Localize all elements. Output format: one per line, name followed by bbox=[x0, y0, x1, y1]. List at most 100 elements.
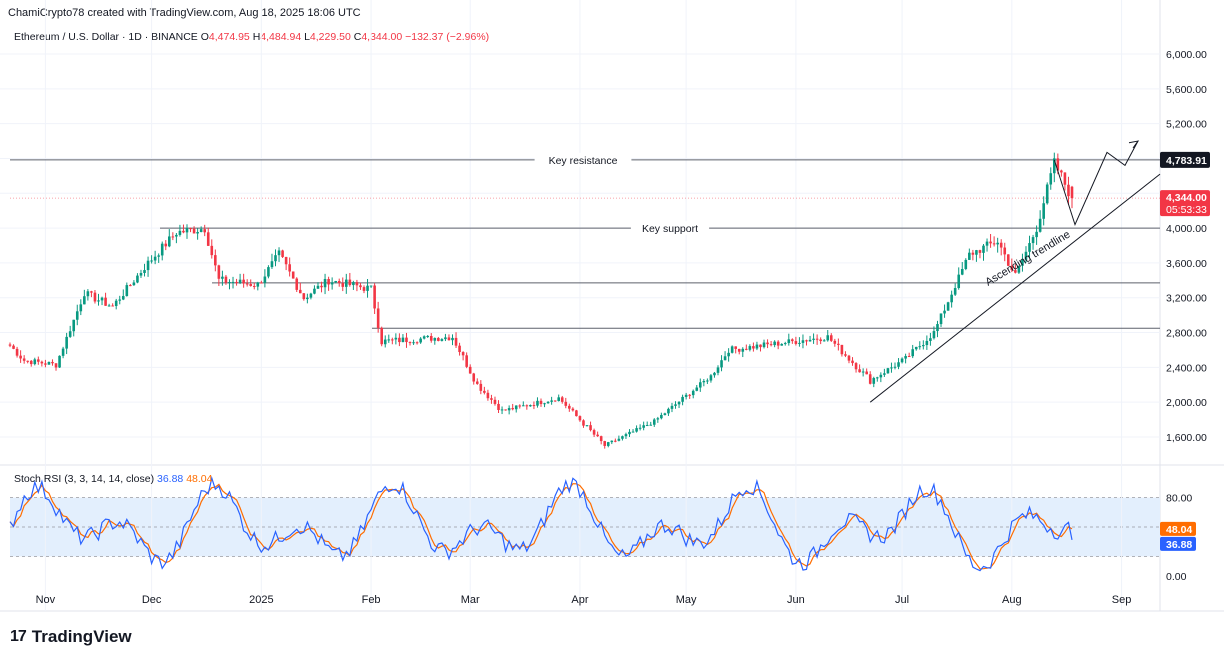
candle-body bbox=[235, 281, 238, 283]
candle-body bbox=[557, 397, 560, 401]
price-axis-label: 3,600.00 bbox=[1166, 258, 1207, 270]
candle-body bbox=[408, 342, 412, 344]
candle-body bbox=[876, 377, 879, 379]
candle-body bbox=[819, 339, 822, 342]
candle-body bbox=[992, 243, 996, 245]
candle-body bbox=[121, 296, 125, 300]
candle-body bbox=[737, 348, 741, 352]
candle-body bbox=[957, 274, 961, 289]
candle-body bbox=[320, 285, 323, 288]
candle-body bbox=[214, 255, 217, 266]
candle-body bbox=[783, 343, 787, 345]
candle-body bbox=[37, 359, 40, 362]
candle-body bbox=[865, 371, 868, 375]
candle-body bbox=[925, 340, 929, 346]
candle-body bbox=[539, 400, 543, 404]
candle-body bbox=[1035, 231, 1038, 238]
candle-body bbox=[475, 381, 479, 384]
candle-body bbox=[1003, 247, 1007, 255]
stoch-d-value: 48.04 bbox=[186, 473, 213, 485]
candle-body bbox=[313, 288, 316, 294]
candle-body bbox=[837, 343, 840, 345]
candle-body bbox=[610, 440, 614, 443]
candle-body bbox=[649, 424, 653, 426]
candle-body bbox=[1017, 265, 1021, 273]
candle-body bbox=[787, 339, 791, 344]
tradingview-logo: 17 TradingView bbox=[10, 627, 132, 647]
candle-body bbox=[419, 338, 422, 343]
candle-body bbox=[26, 360, 29, 362]
candle-body bbox=[840, 344, 844, 355]
tradingview-brand-name: TradingView bbox=[31, 627, 132, 646]
stoch-axis-label: 80.00 bbox=[1166, 493, 1192, 505]
candle-body bbox=[260, 282, 263, 284]
candle-body bbox=[153, 256, 157, 261]
candle-body bbox=[688, 394, 691, 396]
candle-body bbox=[139, 272, 143, 276]
candle-body bbox=[345, 279, 348, 287]
candle-body bbox=[670, 405, 674, 409]
candle-body bbox=[252, 285, 256, 287]
candle-body bbox=[401, 337, 405, 343]
candle-body bbox=[833, 340, 837, 344]
stoch-band bbox=[10, 497, 1160, 557]
candle-body bbox=[929, 338, 932, 341]
candle-body bbox=[918, 346, 922, 348]
key-level-label-bg bbox=[630, 221, 710, 236]
candle-body bbox=[989, 241, 992, 244]
candle-body bbox=[568, 405, 571, 409]
candle-body bbox=[65, 336, 68, 349]
candle-body bbox=[461, 352, 465, 356]
candle-body bbox=[638, 427, 642, 429]
candle-body bbox=[118, 299, 122, 301]
candle-body bbox=[284, 256, 288, 265]
candle-body bbox=[245, 283, 249, 285]
price-axis-label: 2,400.00 bbox=[1166, 362, 1207, 374]
candle-body bbox=[621, 436, 624, 439]
candle-body bbox=[911, 349, 914, 357]
candle-body bbox=[429, 336, 433, 341]
candle-body bbox=[376, 308, 380, 328]
created-by-line: ChamiCrypto78 created with TradingView.c… bbox=[8, 7, 361, 19]
candle-body bbox=[291, 271, 295, 279]
time-axis-label: Aug bbox=[1002, 594, 1022, 606]
time-axis-label: Sep bbox=[1112, 594, 1132, 606]
candle-body bbox=[667, 408, 670, 414]
candle-body bbox=[691, 390, 695, 396]
candle-body bbox=[518, 405, 522, 407]
candle-body bbox=[794, 341, 798, 344]
trendline-label: Ascending trendline bbox=[983, 229, 1072, 289]
candle-body bbox=[603, 441, 607, 446]
candle-body bbox=[596, 434, 599, 437]
candle-body bbox=[642, 425, 645, 428]
candle-body bbox=[982, 245, 985, 253]
candle-body bbox=[536, 400, 539, 406]
candle-body bbox=[861, 371, 865, 373]
candle-body bbox=[780, 344, 784, 346]
candle-body bbox=[592, 430, 596, 435]
candle-body bbox=[178, 230, 182, 235]
candle-body bbox=[815, 338, 819, 340]
candle-body bbox=[288, 264, 291, 272]
price-axis-label: 2,000.00 bbox=[1166, 397, 1207, 409]
candle-body bbox=[716, 367, 720, 373]
current-price-label: 4,344.00 bbox=[1166, 192, 1207, 204]
price-axis-label: 5,600.00 bbox=[1166, 84, 1207, 96]
candle-body bbox=[22, 358, 26, 361]
candle-body bbox=[1045, 184, 1049, 204]
candle-body bbox=[617, 438, 621, 441]
candle-body bbox=[766, 342, 769, 345]
candle-body bbox=[465, 355, 468, 367]
candle-body bbox=[631, 431, 635, 433]
candle-body bbox=[12, 345, 15, 349]
candle-body bbox=[295, 278, 299, 290]
open-label: O bbox=[200, 31, 209, 43]
candle-body bbox=[164, 243, 168, 247]
resistance-price-tag-label: 4,783.91 bbox=[1166, 155, 1207, 167]
close-label: C bbox=[353, 31, 362, 43]
candle-body bbox=[553, 400, 557, 402]
candle-body bbox=[175, 234, 178, 237]
candle-body bbox=[348, 279, 352, 286]
candle-body bbox=[996, 242, 999, 245]
